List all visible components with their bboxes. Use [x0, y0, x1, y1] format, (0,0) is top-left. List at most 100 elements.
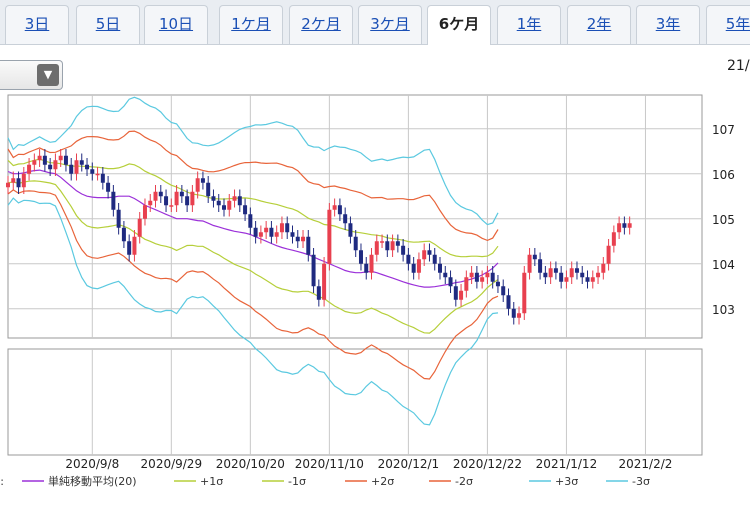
minus1-sigma-line: [7, 180, 499, 334]
tab-period-5[interactable]: 3ケ月: [358, 5, 422, 44]
candle-body: [543, 272, 548, 278]
candle-body: [390, 241, 395, 251]
candle-body: [179, 191, 184, 197]
x-tick-label: 2020/10/20: [216, 457, 285, 471]
candle-body: [269, 227, 274, 237]
y-tick-label: 104: [712, 258, 735, 272]
candle-body: [606, 245, 611, 264]
candle-body: [164, 196, 169, 206]
tab-period-2[interactable]: 10日: [144, 5, 208, 44]
plot-frame: [7, 94, 703, 339]
candle-body: [111, 191, 116, 210]
tab-period-3[interactable]: 1ケ月: [219, 5, 283, 44]
candle-body: [158, 191, 163, 197]
tab-period-6[interactable]: 6ケ月: [427, 5, 491, 45]
candle-body: [622, 223, 627, 228]
candle-body: [53, 160, 58, 170]
candle-body: [559, 272, 564, 282]
candle-body: [495, 281, 500, 287]
candle-body: [21, 173, 26, 188]
minus2-sigma-line: [7, 189, 499, 380]
candle-body: [459, 290, 464, 300]
candle-body: [601, 263, 606, 273]
candle-body: [585, 277, 590, 282]
candle-body: [395, 241, 400, 246]
legend-label: +3σ: [555, 475, 578, 488]
legend-label: 単純移動平均(20): [48, 474, 137, 488]
candle-body: [211, 196, 216, 201]
tab-period-8[interactable]: 2年: [567, 5, 631, 44]
candle-body: [121, 227, 126, 242]
candle-body: [142, 205, 147, 219]
candle-body: [538, 259, 543, 273]
tab-period-4[interactable]: 2ケ月: [289, 5, 353, 44]
candle-body: [438, 263, 442, 273]
candle-body: [169, 205, 174, 207]
candle-body: [190, 191, 195, 206]
candle-body: [490, 272, 495, 282]
candle-body: [69, 164, 74, 174]
candle-body: [295, 236, 300, 242]
x-tick-label: 2020/12/22: [453, 457, 522, 471]
candle-body: [364, 263, 369, 273]
candle-body: [11, 178, 16, 183]
legend-label: -2σ: [455, 475, 473, 488]
candle-body: [611, 232, 616, 246]
tab-period-10[interactable]: 5年: [706, 5, 750, 44]
candle-body: [569, 268, 574, 278]
candle-body: [243, 205, 248, 215]
plus1-sigma-line: [7, 158, 499, 258]
candle-body: [311, 254, 316, 287]
chart-type-dropdown[interactable]: ▼: [0, 60, 63, 90]
sma20-line: [7, 169, 499, 288]
x-tick-label: 2021/2/2: [619, 457, 673, 471]
candle-body: [95, 173, 100, 176]
candle-body: [216, 200, 221, 206]
candle-body: [522, 272, 527, 314]
candle-body: [553, 268, 558, 273]
candle-body: [448, 277, 453, 287]
y-tick-label: 105: [712, 213, 735, 227]
candle-body: [264, 227, 269, 233]
legend-prefix: ):: [0, 475, 4, 488]
date-label: 21/: [727, 58, 750, 74]
candle-body: [474, 272, 479, 282]
candle-body: [6, 182, 10, 188]
legend-label: -3σ: [632, 475, 650, 488]
candle-body: [348, 223, 353, 237]
candle-body: [580, 272, 585, 278]
candle-body: [116, 209, 121, 228]
candle-body: [301, 236, 306, 242]
legend-label: +2σ: [371, 475, 394, 488]
y-tick-label: 107: [712, 123, 735, 137]
candle-body: [574, 268, 579, 273]
candle-body: [206, 182, 211, 197]
candle-body: [222, 205, 226, 210]
tab-period-1[interactable]: 5日: [76, 5, 140, 44]
candle-body: [532, 254, 537, 260]
candle-body: [517, 313, 522, 318]
lower-pane-frame: [7, 348, 703, 456]
candle-body: [48, 164, 53, 170]
legend-label: +1σ: [200, 475, 223, 488]
candle-body: [416, 259, 421, 273]
candle-body: [37, 155, 42, 161]
candle-body: [358, 250, 363, 264]
candle-body: [174, 191, 179, 206]
candle-body: [285, 223, 290, 233]
candle-body: [132, 236, 137, 255]
tab-period-7[interactable]: 1年: [497, 5, 561, 44]
candle-body: [480, 277, 485, 282]
candle-body: [332, 205, 337, 210]
candle-body: [63, 155, 68, 165]
candle-body: [411, 263, 416, 273]
candle-body: [100, 173, 105, 183]
candle-body: [422, 250, 427, 260]
candle-body: [548, 268, 553, 278]
tab-period-9[interactable]: 3年: [636, 5, 700, 44]
candle-body: [290, 232, 295, 237]
minus3-sigma-line: [7, 197, 499, 426]
candle-body: [511, 308, 516, 318]
tab-period-0[interactable]: 3日: [5, 5, 69, 44]
